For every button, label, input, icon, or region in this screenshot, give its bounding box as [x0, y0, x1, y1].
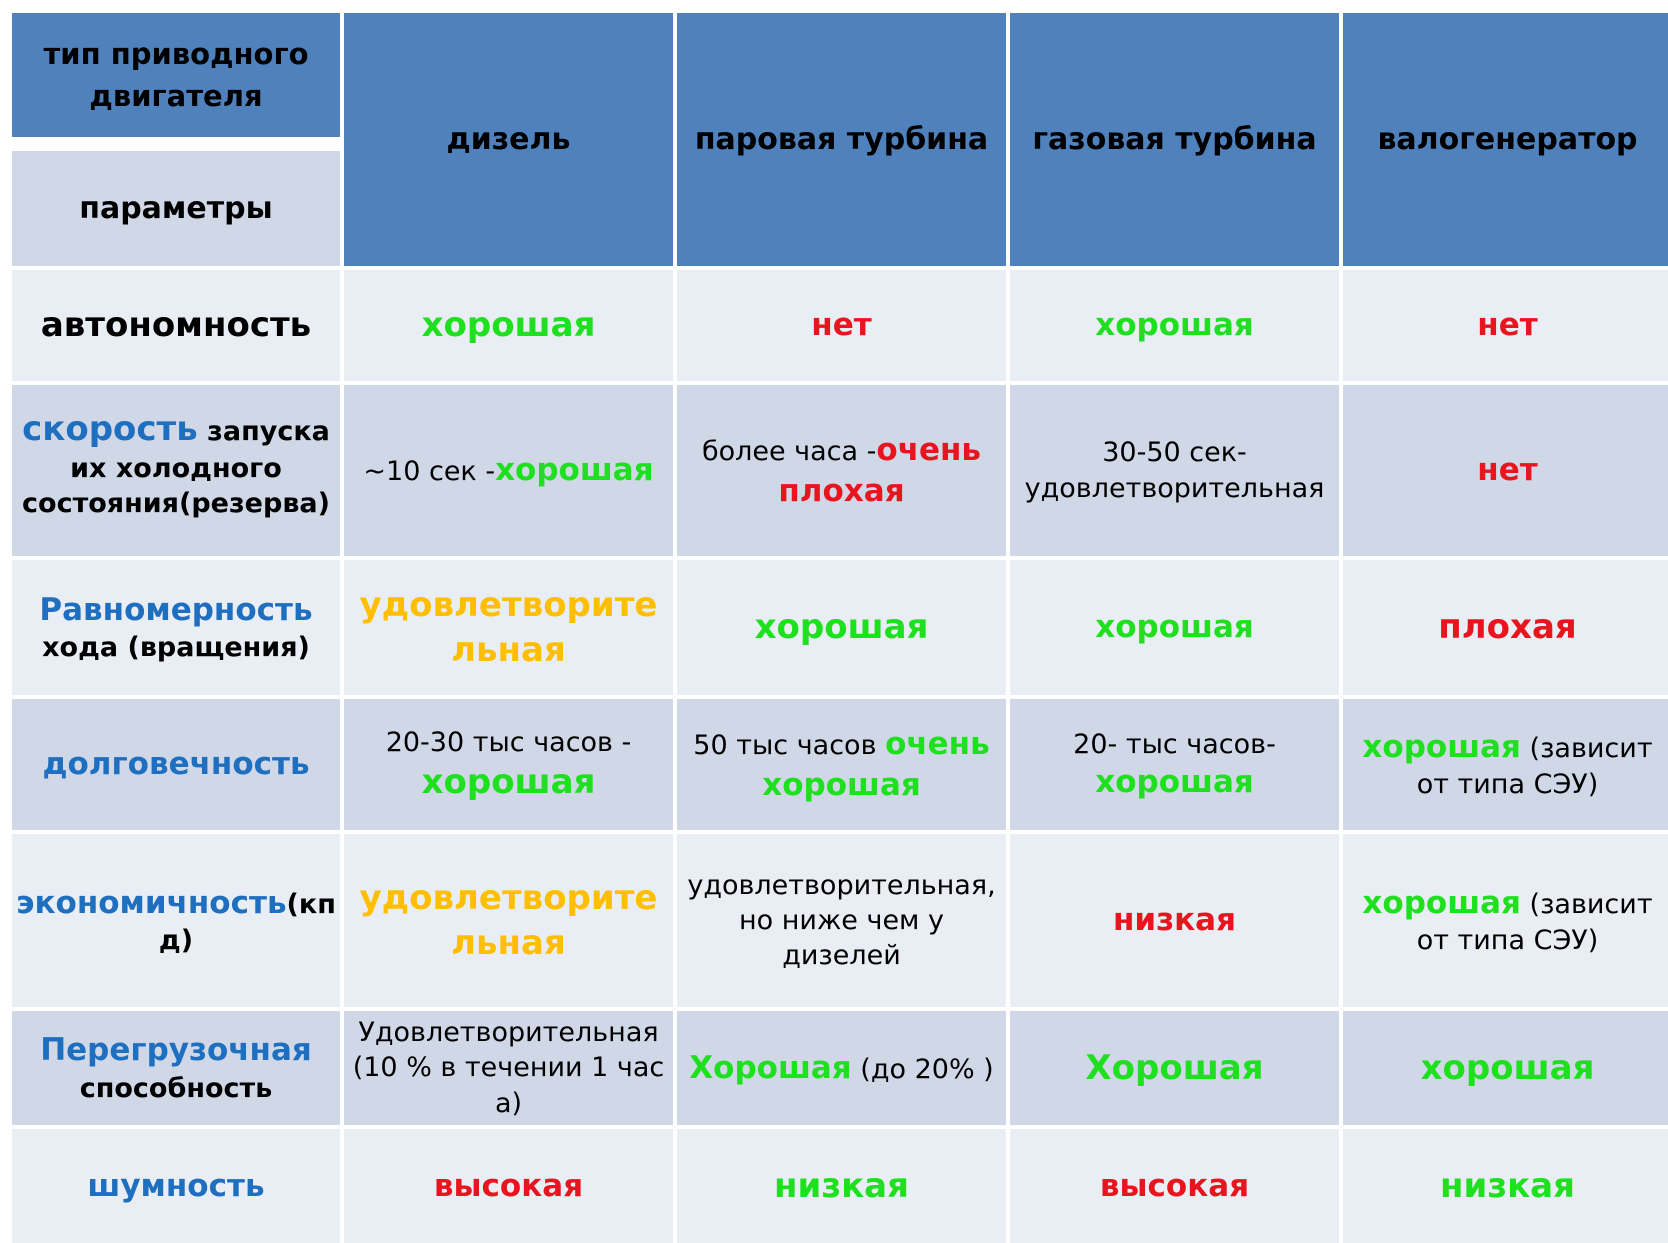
- overload-steam-rating: Хорошая: [689, 1049, 852, 1086]
- uniformity-steam: хорошая: [677, 560, 1006, 695]
- row-label-economy: экономичность(кпд): [12, 834, 340, 1007]
- row-label-overload: Перегрузочная способность: [12, 1011, 340, 1125]
- overload-gas: Хорошая: [1010, 1011, 1339, 1125]
- durability-steam-rating: очень хорошая: [762, 726, 990, 803]
- uniformity-diesel: удовлетворительная: [344, 560, 673, 695]
- corner-header-cell: тип приводного двигателя параметры: [12, 13, 340, 266]
- durability-steam: 50 тыс часов очень хорошая: [677, 699, 1006, 830]
- durability-gas: 20- тыс часов- хорошая: [1010, 699, 1339, 830]
- autonomy-gas: хорошая: [1010, 270, 1339, 381]
- uniformity-gas: хорошая: [1010, 560, 1339, 695]
- durability-shaft-rating: хорошая: [1362, 728, 1521, 765]
- start-speed-gas: 30-50 сек- удовлетворительная: [1010, 385, 1339, 556]
- row-label-autonomy: автономность: [12, 270, 340, 381]
- economy-shaft-note: (зависит от типа СЭУ): [1416, 888, 1653, 957]
- row-label-uniformity: Равномерность хода (вращения): [12, 560, 340, 695]
- start-speed-label-main: скорость: [22, 409, 198, 449]
- durability-shaft: хорошая (зависит от типа СЭУ): [1343, 699, 1668, 830]
- economy-shaft-rating: хорошая: [1362, 884, 1521, 921]
- economy-diesel: удовлетворительная: [344, 834, 673, 1007]
- overload-label-main: Перегрузочная: [40, 1032, 312, 1069]
- row-label-start-speed: скорость запуска их холодного состояния(…: [12, 385, 340, 556]
- start-speed-diesel-prefix: ~10 сек -: [363, 456, 496, 488]
- column-header-steam-turbine: паровая турбина: [677, 13, 1006, 266]
- economy-label-main: экономичность: [16, 884, 287, 921]
- start-speed-diesel-rating: хорошая: [495, 452, 654, 489]
- start-speed-steam: более часа -очень плохая: [677, 385, 1006, 556]
- overload-shaft: хорошая: [1343, 1011, 1668, 1125]
- row-label-noise: шумность: [12, 1129, 340, 1243]
- overload-diesel: Удовлетворительная(10 % в течении 1 часа…: [344, 1011, 673, 1125]
- start-speed-diesel: ~10 сек -хорошая: [344, 385, 673, 556]
- column-header-diesel: дизель: [344, 13, 673, 266]
- start-speed-label-rest: запуска их холодного состояния(резерва): [22, 416, 330, 520]
- durability-steam-prefix: 50 тыс часов: [693, 730, 886, 762]
- autonomy-steam: нет: [677, 270, 1006, 381]
- autonomy-diesel: хорошая: [344, 270, 673, 381]
- overload-steam-note: (до 20% ): [851, 1053, 994, 1085]
- durability-gas-rating: хорошая: [1095, 763, 1254, 800]
- overload-label-rest: способность: [79, 1072, 273, 1104]
- row-label-durability: долговечность: [12, 699, 340, 830]
- autonomy-shaft: нет: [1343, 270, 1668, 381]
- noise-gas: высокая: [1010, 1129, 1339, 1243]
- durability-diesel: 20-30 тыс часов - хорошая: [344, 699, 673, 830]
- durability-diesel-rating: хорошая: [421, 761, 596, 802]
- durability-diesel-prefix: 20-30 тыс часов -: [385, 726, 632, 758]
- uniformity-shaft: плохая: [1343, 560, 1668, 695]
- corner-top-label: тип приводного двигателя: [12, 13, 340, 137]
- economy-gas: низкая: [1010, 834, 1339, 1007]
- column-header-gas-turbine: газовая турбина: [1010, 13, 1339, 266]
- start-speed-steam-prefix: более часа -: [701, 436, 877, 468]
- durability-gas-prefix: 20- тыс часов-: [1073, 728, 1276, 760]
- noise-shaft: низкая: [1343, 1129, 1668, 1243]
- economy-label-rest: (кпд): [158, 888, 336, 957]
- corner-bottom-label: параметры: [12, 151, 340, 266]
- economy-shaft: хорошая (зависит от типа СЭУ): [1343, 834, 1668, 1007]
- noise-steam: низкая: [677, 1129, 1006, 1243]
- comparison-table: тип приводного двигателя параметры дизел…: [12, 13, 1668, 1243]
- noise-diesel: высокая: [344, 1129, 673, 1243]
- start-speed-shaft: нет: [1343, 385, 1668, 556]
- economy-steam: удовлетворительная, но ниже чем у дизеле…: [677, 834, 1006, 1007]
- durability-shaft-note: (зависит от типа СЭУ): [1416, 732, 1653, 801]
- column-header-shaft-generator: валогенератор: [1343, 13, 1668, 266]
- overload-steam: Хорошая (до 20% ): [677, 1011, 1006, 1125]
- uniformity-label-main: Равномерность: [39, 592, 313, 628]
- uniformity-label-rest: хода (вращения): [42, 632, 310, 664]
- start-speed-steam-rating: очень плохая: [778, 432, 982, 509]
